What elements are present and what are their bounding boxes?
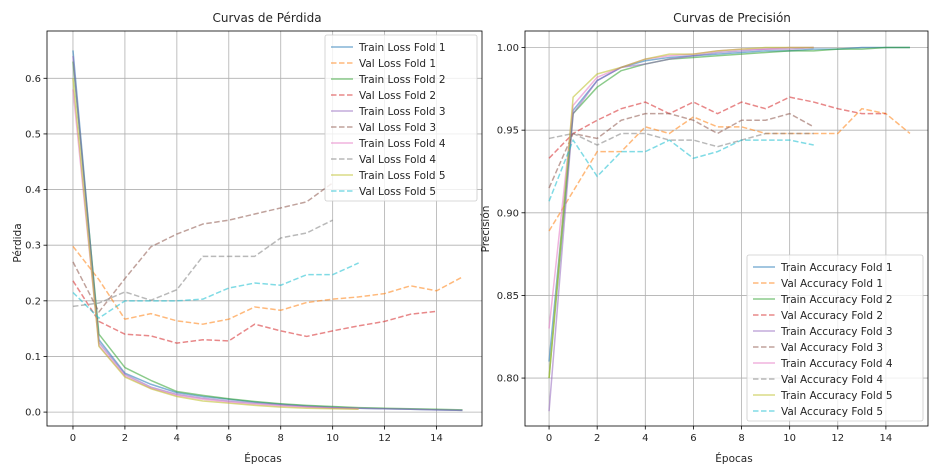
legend-label: Val Loss Fold 2 bbox=[359, 90, 436, 102]
series-line-val-loss-fold-4 bbox=[72, 219, 334, 308]
legend-label: Train Loss Fold 1 bbox=[358, 42, 446, 54]
legend-label: Train Loss Fold 3 bbox=[358, 106, 446, 118]
y-tick-label: 0.4 bbox=[25, 185, 41, 196]
series-line-val-accuracy-fold-4 bbox=[548, 132, 814, 148]
x-tick-label: 2 bbox=[594, 433, 600, 444]
series-line-val-accuracy-fold-3 bbox=[548, 112, 815, 189]
accuracy-legend: Train Accuracy Fold 1 Val Accuracy Fold 1… bbox=[746, 254, 924, 422]
legend-label: Val Loss Fold 3 bbox=[359, 122, 436, 134]
accuracy-y-axis-label: Precisión bbox=[480, 206, 492, 253]
x-tick-label: 10 bbox=[783, 433, 796, 444]
loss-chart-title: Curvas de Pérdida bbox=[212, 11, 321, 25]
series-line-val-loss-fold-5 bbox=[72, 262, 359, 319]
x-tick-label: 10 bbox=[326, 433, 339, 444]
x-tick-label: 2 bbox=[122, 433, 128, 444]
loss-y-axis-label: Pérdida bbox=[12, 223, 24, 262]
legend-label: Val Accuracy Fold 5 bbox=[781, 406, 883, 418]
loss-legend: Train Loss Fold 1 Val Loss Fold 1 Train Lo… bbox=[324, 34, 478, 202]
x-tick-label: 0 bbox=[70, 433, 76, 444]
y-tick-label: 0.90 bbox=[497, 208, 519, 219]
x-tick-label: 8 bbox=[278, 433, 284, 444]
legend-label: Val Loss Fold 4 bbox=[359, 154, 436, 166]
x-tick-label: 6 bbox=[690, 433, 696, 444]
legend-label: Train Accuracy Fold 1 bbox=[780, 262, 893, 274]
legend-label: Train Accuracy Fold 4 bbox=[780, 358, 893, 370]
loss-chart-panel: Curvas de Pérdida Épocas Pérdida 0 2 4 6 8 10… bbox=[12, 11, 483, 465]
y-tick-label: 0.2 bbox=[25, 296, 41, 307]
y-tick-label: 1.00 bbox=[497, 43, 519, 54]
legend-label: Train Loss Fold 2 bbox=[358, 74, 446, 86]
y-tick-label: 0.95 bbox=[497, 126, 519, 137]
x-tick-label: 14 bbox=[880, 433, 893, 444]
series-line-train-accuracy-fold-2 bbox=[548, 46, 910, 379]
series-line-val-loss-fold-3 bbox=[72, 182, 334, 313]
accuracy-x-axis-label: Épocas bbox=[715, 452, 752, 465]
legend-box bbox=[746, 254, 924, 422]
legend-label: Val Loss Fold 5 bbox=[359, 186, 436, 198]
legend-label: Val Accuracy Fold 1 bbox=[781, 278, 883, 290]
accuracy-chart-panel: Curvas de Precisión Épocas Precisión 0 2 4… bbox=[480, 11, 929, 465]
y-tick-label: 0.0 bbox=[25, 408, 41, 419]
x-tick-label: 12 bbox=[831, 433, 844, 444]
series-line-train-accuracy-fold-4 bbox=[548, 46, 814, 329]
legend-label: Val Loss Fold 1 bbox=[359, 58, 436, 70]
loss-series-group bbox=[72, 50, 463, 412]
accuracy-ticks: 0 2 4 6 8 10 12 14 0.80 0.85 0.90 0.95 1.00 bbox=[497, 43, 893, 444]
y-tick-label: 0.80 bbox=[497, 374, 519, 385]
accuracy-chart-title: Curvas de Precisión bbox=[673, 11, 791, 25]
x-tick-label: 4 bbox=[642, 433, 648, 444]
accuracy-axes-frame bbox=[524, 30, 929, 427]
series-line-train-loss-fold-3 bbox=[72, 55, 463, 412]
series-line-train-loss-fold-5 bbox=[72, 78, 359, 411]
x-tick-label: 4 bbox=[174, 433, 180, 444]
legend-label: Val Accuracy Fold 4 bbox=[781, 374, 883, 386]
y-tick-label: 0.85 bbox=[497, 291, 519, 302]
legend-label: Train Loss Fold 5 bbox=[358, 170, 446, 182]
legend-label: Train Accuracy Fold 3 bbox=[780, 326, 893, 338]
x-tick-label: 12 bbox=[378, 433, 391, 444]
y-tick-label: 0.6 bbox=[25, 74, 41, 85]
y-tick-label: 0.3 bbox=[25, 241, 41, 252]
legend-label: Val Accuracy Fold 3 bbox=[781, 342, 883, 354]
series-line-train-accuracy-fold-5 bbox=[548, 46, 814, 379]
series-line-val-loss-fold-1 bbox=[72, 245, 463, 325]
y-tick-label: 0.5 bbox=[25, 129, 41, 140]
loss-x-axis-label: Épocas bbox=[244, 452, 281, 465]
legend-box bbox=[324, 34, 478, 202]
series-line-val-accuracy-fold-2 bbox=[548, 96, 886, 159]
x-tick-label: 8 bbox=[738, 433, 744, 444]
accuracy-series-group bbox=[548, 46, 911, 412]
legend-label: Train Accuracy Fold 5 bbox=[780, 390, 893, 402]
loss-axes-frame bbox=[46, 30, 483, 427]
loss-ticks: 0 2 4 6 8 10 12 14 0.0 0.1 0.2 0.3 0.4 0.5 0.6 bbox=[25, 74, 443, 444]
series-line-val-loss-fold-2 bbox=[72, 280, 437, 344]
legend-label: Val Accuracy Fold 2 bbox=[781, 310, 883, 322]
x-tick-label: 0 bbox=[546, 433, 552, 444]
y-tick-label: 0.1 bbox=[25, 352, 41, 363]
x-tick-label: 6 bbox=[226, 433, 232, 444]
series-line-val-accuracy-fold-5 bbox=[548, 139, 814, 202]
legend-label: Train Loss Fold 4 bbox=[358, 138, 446, 150]
legend-label: Train Accuracy Fold 2 bbox=[780, 294, 893, 306]
x-tick-label: 14 bbox=[430, 433, 443, 444]
